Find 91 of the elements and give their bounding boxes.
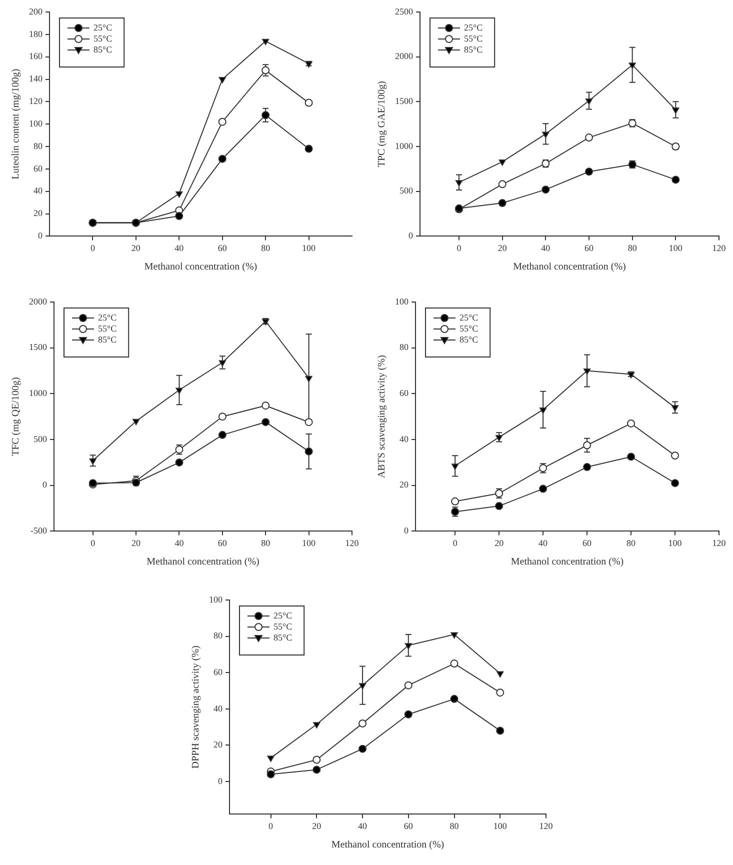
x-tick-label: 80: [261, 242, 271, 253]
y-tick-label: 180: [29, 28, 43, 39]
x-tick-label: 100: [668, 242, 683, 253]
y-axis-title: Luteolin content (mg/100g): [10, 68, 22, 180]
x-tick-label: 80: [261, 538, 271, 548]
y-tick-label: 100: [395, 296, 409, 306]
x-tick-label: 100: [493, 820, 508, 831]
x-tick-label: 40: [174, 242, 184, 253]
y-axis-title: DPPH scavenging activity (%): [190, 646, 202, 769]
y-tick-label: 1000: [29, 388, 48, 398]
x-tick-label: 100: [302, 242, 316, 253]
y-tick-label: 20: [214, 740, 223, 750]
x-tick-label: 0: [90, 538, 96, 548]
y-tick-label: 60: [400, 388, 409, 398]
y-tick-label: 0: [404, 526, 409, 536]
x-tick-label: 80: [450, 820, 460, 831]
y-tick-label: 2000: [29, 296, 48, 306]
y-axis-title: TPC (mg GAE/100g): [376, 81, 388, 168]
x-tick-label: 60: [584, 242, 594, 253]
x-tick-label: 120: [345, 538, 360, 548]
x-tick-label: 0: [90, 242, 96, 253]
y-tick-label: 1000: [395, 140, 414, 151]
y-tick-label: 60: [34, 163, 43, 174]
y-tick-label: 100: [29, 118, 43, 128]
legend-label: 55°C: [98, 323, 117, 334]
legend-label: 25°C: [94, 22, 112, 32]
x-axis-title: Methanol concentration (%): [146, 556, 260, 568]
y-tick-label: 2500: [395, 6, 414, 16]
x-tick-label: 20: [498, 242, 508, 253]
y-tick-label: 160: [29, 51, 43, 62]
x-tick-label: 60: [582, 538, 592, 548]
x-tick-label: 20: [312, 820, 322, 831]
legend-label: 85°C: [460, 334, 478, 344]
x-tick-label: 20: [132, 538, 142, 548]
y-tick-label: 80: [400, 342, 409, 352]
legend-label: 25°C: [464, 22, 483, 32]
y-tick-label: 80: [214, 630, 223, 641]
x-tick-label: 40: [541, 242, 551, 253]
x-tick-label: 100: [302, 538, 316, 548]
y-tick-label: 1500: [29, 342, 48, 352]
y-tick-label: 20: [34, 208, 43, 218]
legend-label: 25°C: [274, 610, 292, 620]
x-tick-label: 100: [668, 538, 682, 548]
y-tick-label: 2000: [395, 51, 414, 62]
y-axis-title: TFC (mg QE/100g): [10, 377, 22, 456]
y-tick-label: -500: [30, 526, 48, 536]
x-tick-label: 80: [628, 242, 638, 253]
legend-label: 55°C: [274, 621, 292, 632]
y-tick-label: 1500: [395, 96, 414, 106]
y-axis-title: ABTS scavenging activity (%): [376, 355, 388, 478]
x-tick-label: 20: [131, 242, 141, 253]
y-tick-label: 0: [42, 480, 48, 490]
y-tick-label: 40: [34, 186, 43, 196]
legend-label: 85°C: [464, 44, 483, 54]
x-tick-label: 40: [358, 820, 368, 831]
x-axis-title: Methanol concentration (%): [510, 556, 624, 568]
y-tick-label: 40: [400, 434, 409, 444]
y-tick-label: 80: [34, 140, 43, 151]
x-axis-title: Methanol concentration (%): [331, 840, 444, 851]
y-tick-label: 20: [400, 480, 409, 490]
legend-label: 55°C: [94, 33, 112, 44]
x-tick-label: 120: [539, 820, 554, 831]
y-tick-label: 40: [214, 703, 223, 714]
legend-label: 25°C: [460, 312, 478, 322]
x-tick-label: 40: [174, 538, 184, 548]
y-tick-label: 0: [38, 230, 43, 241]
x-axis-title: Methanol concentration (%): [144, 262, 258, 273]
x-tick-label: 20: [494, 538, 504, 548]
x-tick-label: 0: [452, 538, 458, 548]
legend-label: 85°C: [98, 334, 117, 344]
y-tick-label: 120: [29, 96, 43, 106]
x-tick-label: 40: [538, 538, 548, 548]
y-tick-label: 60: [214, 666, 223, 677]
y-tick-label: 100: [209, 594, 223, 604]
legend-label: 85°C: [94, 44, 112, 54]
legend-label: 55°C: [460, 323, 478, 334]
x-tick-label: 0: [456, 242, 462, 253]
x-tick-label: 0: [268, 820, 274, 831]
x-tick-label: 80: [626, 538, 636, 548]
x-tick-label: 120: [712, 242, 726, 253]
y-tick-label: 500: [34, 434, 48, 444]
y-tick-label: 0: [408, 230, 414, 241]
x-axis-title: Methanol concentration (%): [513, 262, 626, 273]
x-tick-label: 120: [712, 538, 726, 548]
y-tick-label: 140: [29, 74, 43, 84]
legend-label: 25°C: [98, 312, 117, 322]
y-tick-label: 0: [218, 776, 223, 786]
y-tick-label: 500: [400, 186, 414, 196]
legend-label: 55°C: [464, 33, 483, 44]
y-tick-label: 200: [29, 6, 43, 16]
legend-label: 85°C: [274, 632, 292, 642]
